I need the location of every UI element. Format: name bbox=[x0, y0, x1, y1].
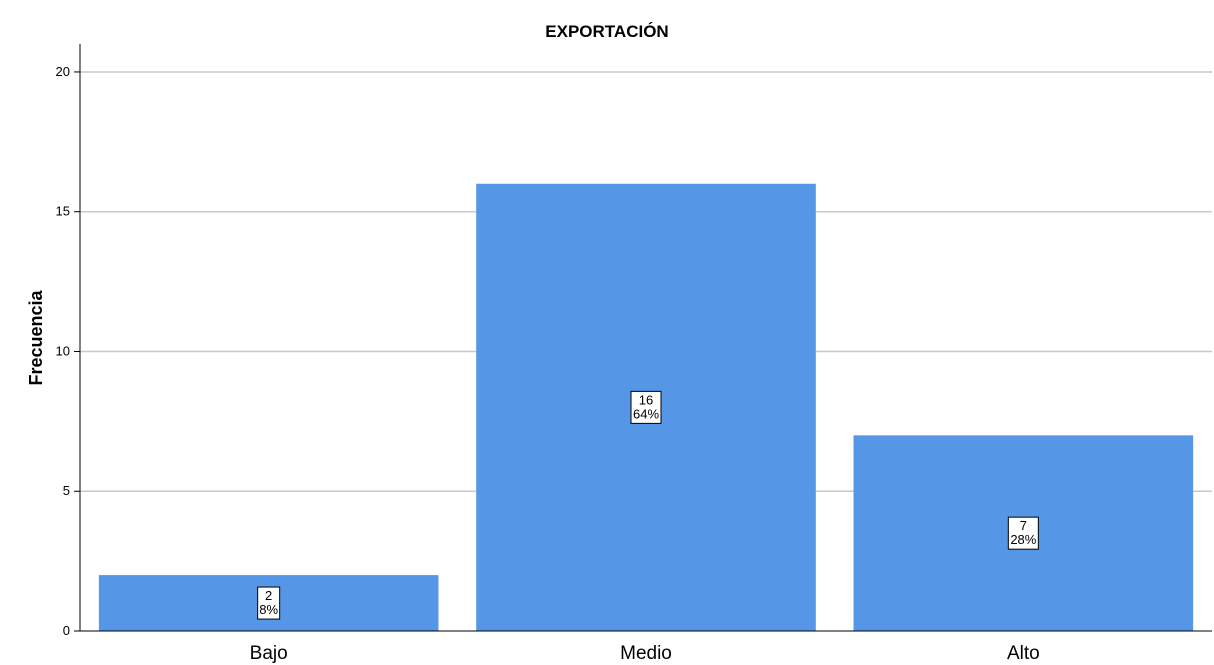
data-label-value: 16 bbox=[639, 392, 653, 407]
data-label-percent: 8% bbox=[259, 602, 278, 617]
data-label-value: 2 bbox=[265, 588, 272, 603]
x-tick-label: Bajo bbox=[250, 643, 288, 664]
y-tick-label: 5 bbox=[63, 483, 70, 498]
data-label-box bbox=[1007, 516, 1039, 550]
data-label-box bbox=[630, 390, 662, 424]
data-label-box bbox=[257, 586, 281, 620]
x-tick-label: Medio bbox=[620, 643, 672, 664]
y-tick-label: 10 bbox=[56, 343, 70, 358]
x-tick-label: Alto bbox=[1007, 643, 1040, 664]
chart-title: EXPORTACIÓN bbox=[545, 22, 668, 41]
data-label-percent: 28% bbox=[1010, 532, 1036, 547]
data-label-percent: 64% bbox=[633, 406, 659, 421]
y-axis-label: Frecuencia bbox=[26, 289, 46, 385]
y-tick-label: 0 bbox=[63, 623, 70, 638]
axes: 0 5 10 15 20 Bajo Medio Alto bbox=[56, 44, 1212, 664]
data-label-value: 7 bbox=[1020, 518, 1027, 533]
y-tick-label: 15 bbox=[56, 204, 70, 219]
y-tick-label: 20 bbox=[56, 64, 70, 79]
